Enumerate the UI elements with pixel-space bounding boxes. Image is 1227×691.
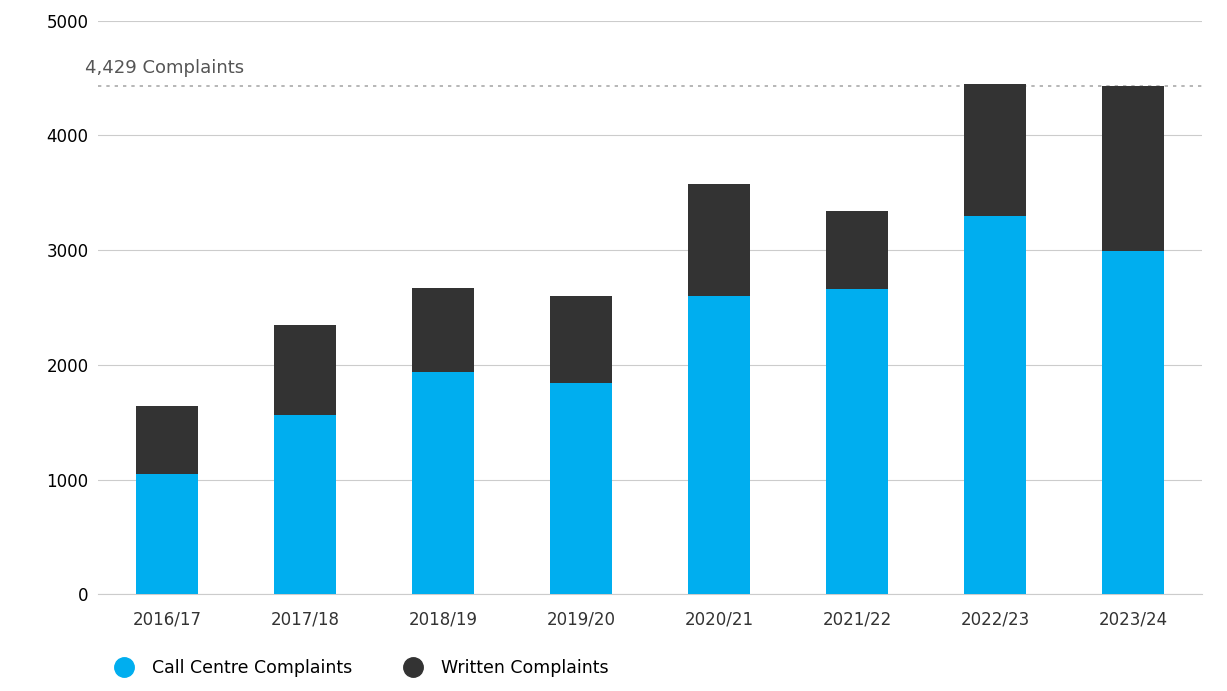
Bar [274,415,336,594]
Bar [412,372,475,594]
Bar [964,84,1027,216]
Bar [688,296,751,594]
Bar [412,288,475,372]
Bar [274,325,336,415]
Bar [136,474,199,594]
Bar [1102,86,1164,252]
Bar [136,406,199,474]
Bar [688,184,751,296]
Bar [1102,252,1164,594]
Bar [550,384,612,594]
Text: 4,429 Complaints: 4,429 Complaints [85,59,244,77]
Bar [826,289,888,594]
Legend: Call Centre Complaints, Written Complaints: Call Centre Complaints, Written Complain… [107,659,609,677]
Bar [826,211,888,289]
Bar [550,296,612,384]
Bar [964,216,1027,594]
